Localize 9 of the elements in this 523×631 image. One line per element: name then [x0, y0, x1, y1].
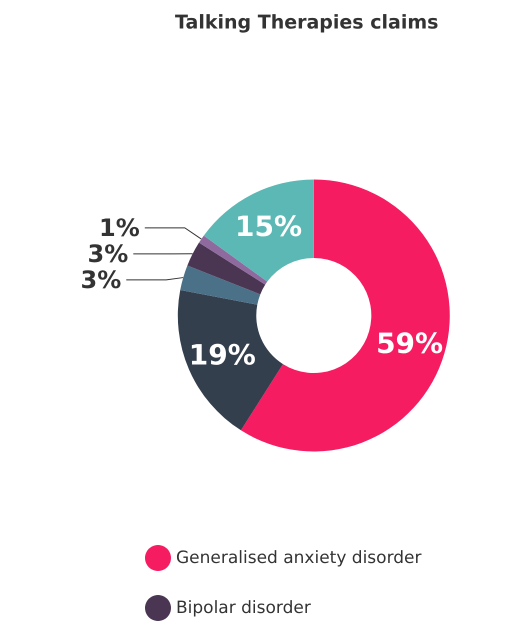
- data-label: 3%: [88, 240, 128, 268]
- data-label: 3%: [80, 266, 122, 294]
- data-label: 19%: [188, 338, 256, 372]
- legend-label: Bipolar disorder: [176, 598, 311, 618]
- data-label: 1%: [99, 214, 140, 242]
- data-label: 59%: [376, 326, 444, 360]
- legend-label: Generalised anxiety disorder: [176, 548, 422, 568]
- chart-title: Talking Therapies claims: [175, 12, 438, 34]
- data-label: 15%: [234, 210, 302, 244]
